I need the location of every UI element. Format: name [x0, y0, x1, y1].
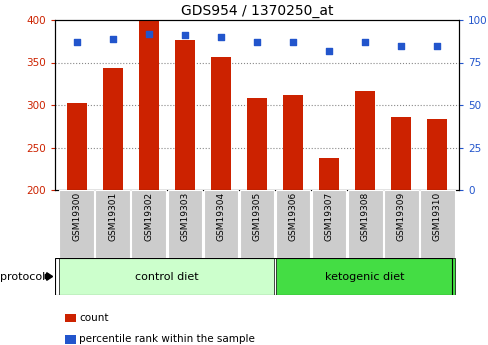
Bar: [275, 190, 310, 258]
Text: GSM19310: GSM19310: [432, 192, 441, 241]
Bar: [239, 190, 274, 258]
Point: [253, 39, 261, 45]
Bar: [102, 68, 122, 190]
Text: GSM19306: GSM19306: [288, 192, 297, 241]
Point: [325, 48, 332, 53]
Bar: [175, 40, 194, 190]
Bar: [355, 91, 374, 190]
Bar: [203, 190, 238, 258]
Text: control diet: control diet: [135, 272, 198, 282]
Bar: [419, 190, 454, 258]
Point: [217, 34, 224, 40]
Point: [181, 32, 188, 38]
Text: count: count: [79, 313, 109, 323]
Bar: [59, 190, 94, 258]
Bar: [246, 98, 266, 190]
Text: GSM19305: GSM19305: [252, 192, 261, 241]
Bar: [59, 258, 274, 295]
Point: [361, 39, 368, 45]
Bar: [211, 57, 230, 190]
Bar: [131, 190, 166, 258]
Text: protocol: protocol: [0, 272, 45, 282]
Bar: [383, 190, 418, 258]
Text: GSM19301: GSM19301: [108, 192, 117, 241]
Bar: [66, 103, 86, 190]
Text: ketogenic diet: ketogenic diet: [325, 272, 404, 282]
Point: [108, 36, 116, 41]
Bar: [95, 190, 130, 258]
Text: GSM19300: GSM19300: [72, 192, 81, 241]
Bar: [275, 258, 454, 295]
Text: GSM19307: GSM19307: [324, 192, 333, 241]
Bar: [167, 190, 202, 258]
Bar: [311, 190, 346, 258]
Point: [288, 39, 296, 45]
Bar: [319, 158, 338, 190]
Bar: [390, 117, 410, 190]
Bar: [347, 190, 382, 258]
Text: percentile rank within the sample: percentile rank within the sample: [79, 334, 255, 344]
Point: [73, 39, 81, 45]
Point: [144, 31, 152, 36]
Text: GSM19309: GSM19309: [396, 192, 405, 241]
Bar: [139, 20, 159, 190]
Text: GSM19303: GSM19303: [180, 192, 189, 241]
Point: [432, 43, 440, 48]
Bar: [283, 95, 303, 190]
Text: GSM19302: GSM19302: [144, 192, 153, 241]
Text: GSM19304: GSM19304: [216, 192, 225, 241]
Bar: [427, 119, 447, 190]
Text: GSM19308: GSM19308: [360, 192, 369, 241]
Title: GDS954 / 1370250_at: GDS954 / 1370250_at: [181, 3, 332, 18]
Point: [397, 43, 405, 48]
